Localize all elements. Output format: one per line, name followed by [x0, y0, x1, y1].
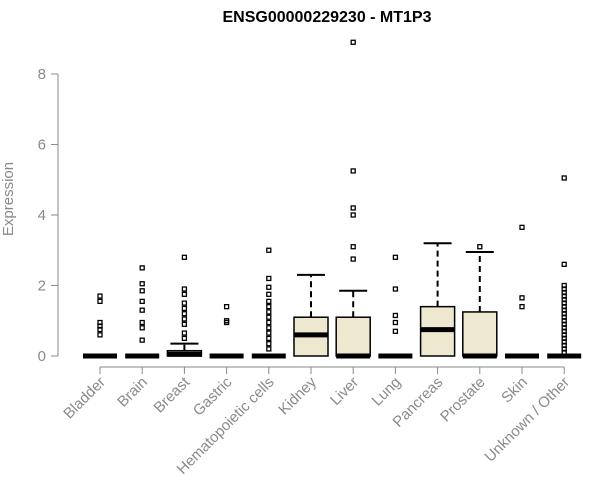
x-tick-label: Lung: [369, 374, 405, 410]
outlier-point: [266, 284, 272, 290]
box-prostate: [462, 244, 498, 359]
outlier-point: [181, 330, 188, 336]
outlier-point: [97, 332, 103, 338]
outlier-point: [392, 254, 399, 260]
outlier-point: [181, 321, 188, 327]
outlier-point: [266, 325, 272, 331]
outlier-point: [97, 298, 103, 305]
outlier-point: [181, 300, 188, 306]
outlier-point: [350, 39, 356, 45]
outlier-point: [97, 319, 103, 326]
x-tick-label: Brain: [114, 374, 151, 411]
outlier-point: [266, 309, 272, 315]
box-series: [83, 39, 582, 359]
outlier-point: [350, 212, 356, 218]
box-brain: [125, 265, 160, 359]
chart-title: ENSG00000229230 - MT1P3: [222, 9, 431, 26]
outlier-point: [266, 341, 272, 347]
box-kidney: [293, 273, 329, 357]
outlier-point: [266, 335, 272, 342]
outlier-point: [181, 254, 188, 260]
outlier-point: [561, 175, 567, 181]
outlier-point: [266, 319, 272, 326]
box-breast: [166, 254, 203, 357]
outlier-point: [181, 316, 188, 322]
x-tick-label: Liver: [327, 374, 362, 409]
outlier-point: [266, 346, 272, 352]
outlier-point: [392, 328, 399, 334]
x-tick-label: Prostate: [437, 374, 489, 426]
outlier-point: [350, 205, 356, 211]
outlier-point: [350, 244, 356, 250]
outlier-point: [519, 295, 525, 301]
outlier-point: [266, 330, 272, 336]
x-tick-label: Kidney: [275, 373, 320, 418]
outlier-point: [139, 281, 145, 287]
outlier-point: [519, 224, 525, 230]
outlier-point: [139, 337, 145, 343]
outlier-point: [139, 325, 145, 331]
box-pancreas: [419, 242, 456, 357]
y-axis: 0 2 4 6 8: [38, 66, 59, 365]
outlier-point: [266, 303, 272, 310]
x-tick-label: Skin: [498, 374, 531, 407]
y-tick-label: 4: [38, 207, 46, 224]
y-axis-label: Expression: [0, 162, 17, 236]
outlier-point: [139, 265, 145, 271]
outlier-point: [181, 286, 188, 292]
outlier-point: [266, 291, 272, 297]
outlier-point: [266, 314, 272, 320]
box-iqr: [335, 316, 371, 357]
y-tick-label: 6: [38, 137, 46, 154]
outlier-point: [519, 303, 525, 310]
box-unknown-other: [547, 175, 582, 359]
outlier-point: [477, 244, 483, 250]
outlier-point: [350, 168, 356, 174]
outlier-point: [266, 275, 272, 282]
outlier-point: [181, 305, 188, 312]
outlier-point: [181, 291, 188, 297]
outlier-point: [392, 319, 399, 326]
outlier-point: [181, 311, 188, 317]
x-tick-label: Bladder: [60, 374, 109, 423]
outlier-point: [97, 293, 103, 299]
outlier-point: [223, 318, 230, 324]
box-gastric: [209, 303, 244, 359]
x-tick-label: Breast: [151, 373, 194, 416]
outlier-point: [266, 247, 272, 253]
outlier-point: [561, 261, 567, 268]
outlier-point: [139, 307, 145, 313]
box-iqr: [462, 311, 498, 357]
outlier-point: [139, 319, 145, 326]
outlier-point: [350, 256, 356, 262]
outlier-point: [392, 312, 399, 319]
y-tick-label: 8: [38, 66, 46, 83]
outlier-point: [266, 298, 272, 305]
box-bladder: [83, 293, 117, 359]
outlier-point: [139, 298, 145, 305]
box-skin: [505, 224, 539, 359]
y-tick-label: 0: [38, 348, 46, 365]
outlier-point: [139, 288, 145, 294]
y-tick-label: 2: [38, 278, 46, 295]
box-hematopoietic-cells: [251, 247, 286, 359]
box-lung: [378, 254, 413, 359]
outlier-point: [181, 335, 188, 342]
box-liver: [335, 39, 371, 359]
outlier-point: [561, 282, 567, 289]
outlier-point: [392, 286, 399, 292]
outlier-point: [223, 303, 230, 310]
